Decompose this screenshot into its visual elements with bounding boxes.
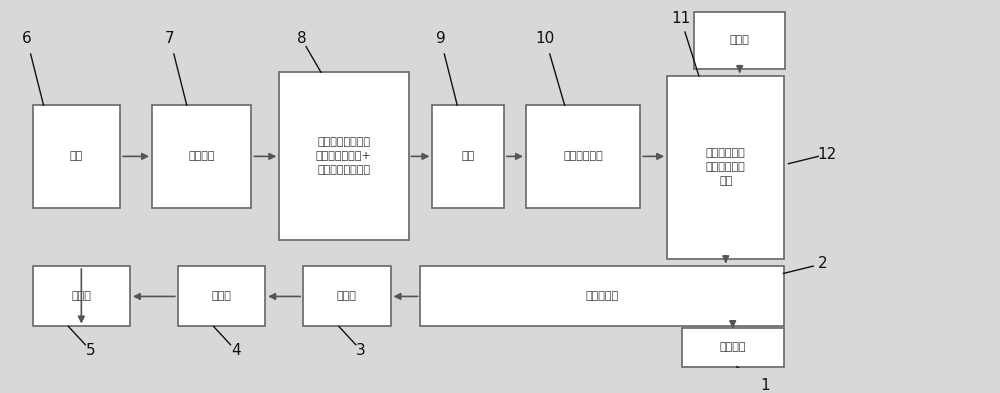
Bar (152, 105, 251, 208)
Text: 9: 9 (436, 31, 445, 46)
Text: 1: 1 (760, 378, 770, 393)
Text: 7: 7 (165, 31, 175, 46)
Text: 12: 12 (818, 147, 837, 162)
Bar (303, 266, 391, 327)
Bar (279, 72, 409, 241)
Text: 3: 3 (356, 343, 366, 358)
Text: 立柱: 立柱 (70, 151, 83, 162)
Text: 循环罐: 循环罐 (212, 291, 231, 301)
Text: 10: 10 (536, 31, 555, 46)
Text: 环空压力测量装置
（动态循环阻力+
动态静液柱压力）: 环空压力测量装置 （动态循环阻力+ 动态静液柱压力） (316, 138, 372, 175)
Text: 振动筛: 振动筛 (337, 291, 357, 301)
Bar (33, 266, 130, 327)
Bar (667, 76, 784, 259)
Text: 井口: 井口 (462, 151, 475, 162)
Bar (694, 12, 785, 69)
Bar (526, 105, 640, 208)
Text: 6: 6 (22, 31, 32, 46)
Bar (682, 328, 784, 367)
Text: 钻井泵: 钻井泵 (71, 291, 91, 301)
Text: 井底钻具: 井底钻具 (188, 151, 215, 162)
Text: 8: 8 (297, 31, 306, 46)
Text: 点火装置: 点火装置 (720, 342, 746, 353)
Bar (33, 105, 120, 208)
Text: 专用节流管汇: 专用节流管汇 (563, 151, 603, 162)
Text: 自动节流管汇
（调节井口回
压）: 自动节流管汇 （调节井口回 压） (706, 148, 746, 186)
Text: 4: 4 (231, 343, 240, 358)
Text: 2: 2 (817, 256, 827, 272)
Bar (432, 105, 504, 208)
Bar (178, 266, 265, 327)
Text: 11: 11 (671, 11, 690, 26)
Text: 5: 5 (86, 343, 95, 358)
Text: 回压泵: 回压泵 (730, 35, 750, 45)
Text: 液气分离器: 液气分离器 (586, 291, 619, 301)
Bar (420, 266, 784, 327)
